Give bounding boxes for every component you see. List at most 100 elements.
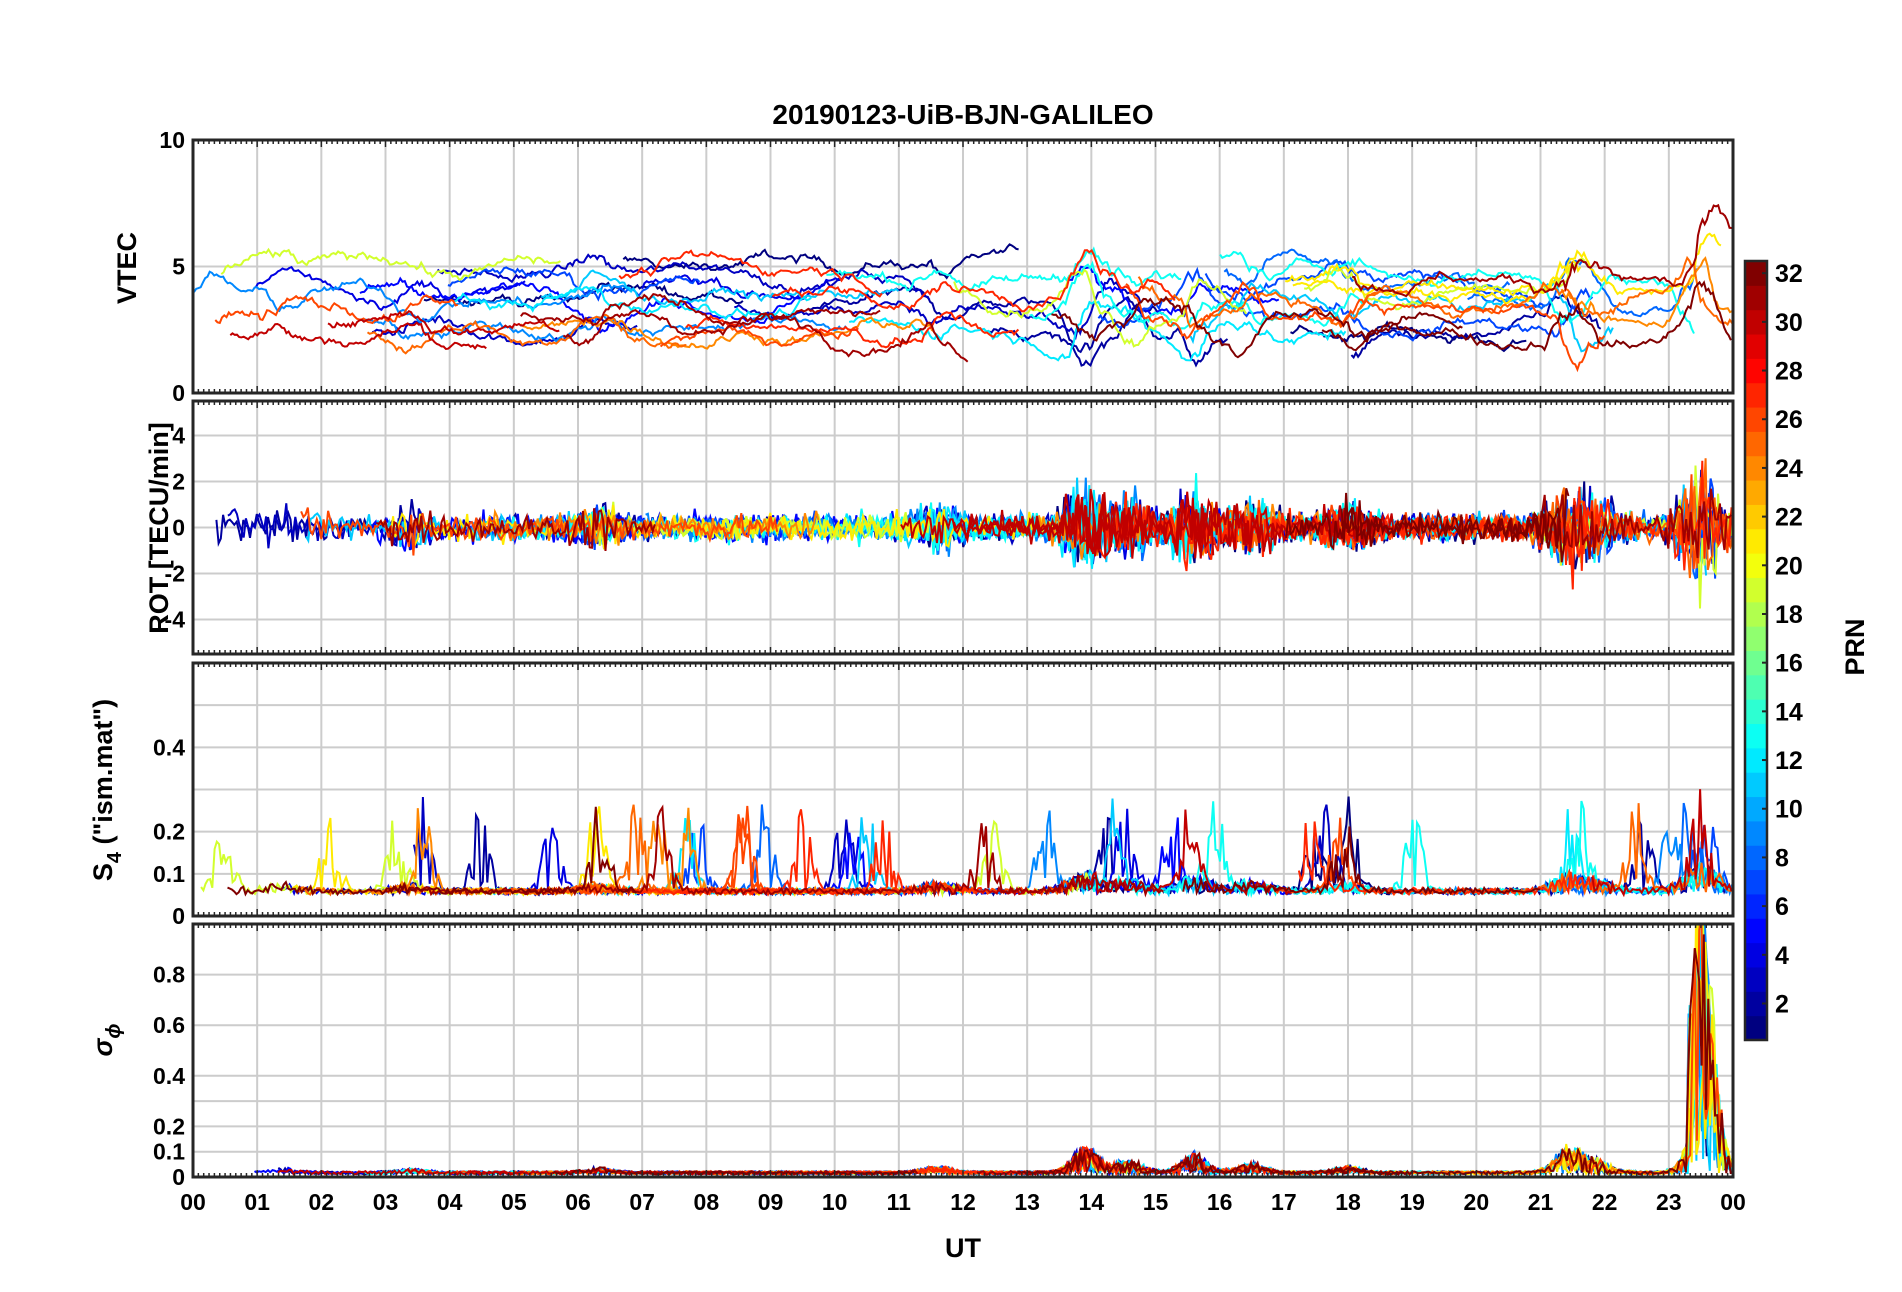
trace-prn-31 [1352,203,1732,298]
trace-prn-25 [366,313,687,355]
colorbar-tick-label: 26 [1775,406,1803,434]
xtick-label: 03 [373,1189,399,1215]
colorbar-tick-label: 2 [1775,990,1789,1018]
trace-prn-30 [229,321,487,350]
ytick-label-sig: 0.4 [153,1063,185,1089]
colorbar-tick-label: 30 [1775,309,1803,337]
trace-prn-2 [989,307,1229,368]
trace-prn-13 [1029,260,1370,330]
traces-s4 [200,789,1733,899]
ytick-label-s4: 0.2 [153,819,185,845]
x-axis-label: UT [945,1233,981,1263]
panel-sigma-phi: 00.10.2 0.4 0.6 0.8 σϕ [88,922,1735,1190]
trace-prn-9 [362,313,847,343]
colorbar-tick-label: 20 [1775,552,1803,580]
ytick-label-vtec: 10 [159,127,185,153]
trace-prn-26 [659,325,859,348]
colorbar-swatch [1745,1015,1767,1041]
colorbar-swatch [1745,577,1767,603]
colorbar-tick-label: 8 [1775,844,1789,872]
trace-prn-31 [520,292,881,327]
colorbar-swatch [1745,796,1767,822]
xtick-label: 20 [1464,1189,1490,1215]
xtick-label: 16 [1207,1189,1233,1215]
xtick-label: 15 [1143,1189,1169,1215]
panel-rot: -4 -2 0 2 4 ROT [TECU/min] [144,399,1735,656]
trace-prn-30 [1591,789,1733,898]
xtick-label: 13 [1014,1189,1040,1215]
xtick-label: 12 [950,1189,976,1215]
colorbar-swatch [1745,893,1767,919]
xtick-label: 01 [244,1189,270,1215]
trace-prn-33 [1321,280,1732,352]
xtick-label: 11 [887,1189,912,1215]
trace-prn-33 [1017,1149,1405,1177]
trace-prn-26 [214,294,459,325]
trace-prn-33 [1051,295,1463,359]
trace-prn-33 [1182,826,1541,897]
colorbar-tick-label: 24 [1775,455,1803,483]
colorbar-swatch [1745,650,1767,676]
xtick-label: 00 [180,1189,206,1215]
frame-vtec [191,138,1735,395]
trace-prn-5 [1067,265,1280,318]
trace-prn-24 [520,316,935,350]
ytick-label-s4: 0 [172,903,185,929]
traces-sig [253,924,1733,1177]
traces-rot [215,458,1733,609]
trace-prn-33 [227,806,637,897]
trace-prn-31 [859,823,1164,898]
panel-vtec-plot: 0 5 10 [159,127,1735,406]
trace-prn-24 [480,508,820,546]
colorbar-swatch [1745,966,1767,992]
colorbar-swatch [1745,772,1767,798]
colorbar-tick-label: 14 [1775,698,1803,726]
colorbar-tick-label: 4 [1775,942,1789,970]
trace-prn-2 [1350,294,1602,360]
colorbar-swatch [1745,334,1767,359]
colorbar-swatch [1745,455,1767,481]
xtick-label: 04 [437,1189,463,1215]
trace-prn-12 [848,300,1347,362]
colorbar-swatch [1745,309,1767,335]
panel-vtec: 0 5 10 VTEC [112,127,1735,406]
panel-vtec-ylabel: VTEC [112,232,142,304]
panel-s4: 0 0.1 0.2 0.4 S4 ("ism.mat") [88,661,1735,929]
panel-sigma-phi-ylabel: σϕ [88,1023,125,1056]
trace-prn-4 [254,265,526,312]
colorbar-tick-label: 22 [1775,504,1803,532]
trace-prn-31 [376,508,656,551]
trace-prn-26 [1125,281,1606,373]
colorbar-swatch [1745,869,1767,895]
colorbar-label: PRN [1840,618,1870,675]
chart-title: 20190123-UiB-BJN-GALILEO [772,99,1153,130]
colorbar-swatch [1745,358,1767,384]
xtick-label: 21 [1528,1189,1554,1215]
trace-prn-30 [277,1167,528,1176]
panel-sigma-phi-ylabel-sub: ϕ [103,1023,125,1038]
ytick-label-sig: 0.6 [153,1012,185,1038]
ytick-label-sig: 0.2 [153,1113,185,1139]
panel-rot-plot: -4 -2 0 2 4 [165,399,1735,656]
xtick-label: 14 [1079,1189,1105,1215]
colorbar-tick-label: 16 [1775,650,1803,678]
colorbar-swatch [1745,261,1767,286]
frame-s4 [191,661,1735,918]
panel-sigma-phi-ylabel-main: σ [88,1038,118,1057]
trace-prn-30 [952,492,1391,555]
trace-prn-7 [1204,259,1546,309]
colorbar-swatch [1745,723,1767,749]
trace-prn-27 [772,249,1176,313]
ytick-label-rot: -4 [165,607,186,633]
colorbar-swatch [1745,918,1767,944]
trace-prn-3 [734,277,1142,341]
trace-prn-19 [953,268,1247,348]
colorbar-tick-label: 6 [1775,893,1789,921]
ytick-label-rot: 4 [172,423,185,449]
xtick-label: 02 [309,1189,335,1215]
ytick-label-sig: 0.8 [153,962,185,988]
trace-prn-2 [808,286,1164,354]
colorbar-swatch [1745,674,1767,700]
xtick-label: 07 [629,1189,655,1215]
